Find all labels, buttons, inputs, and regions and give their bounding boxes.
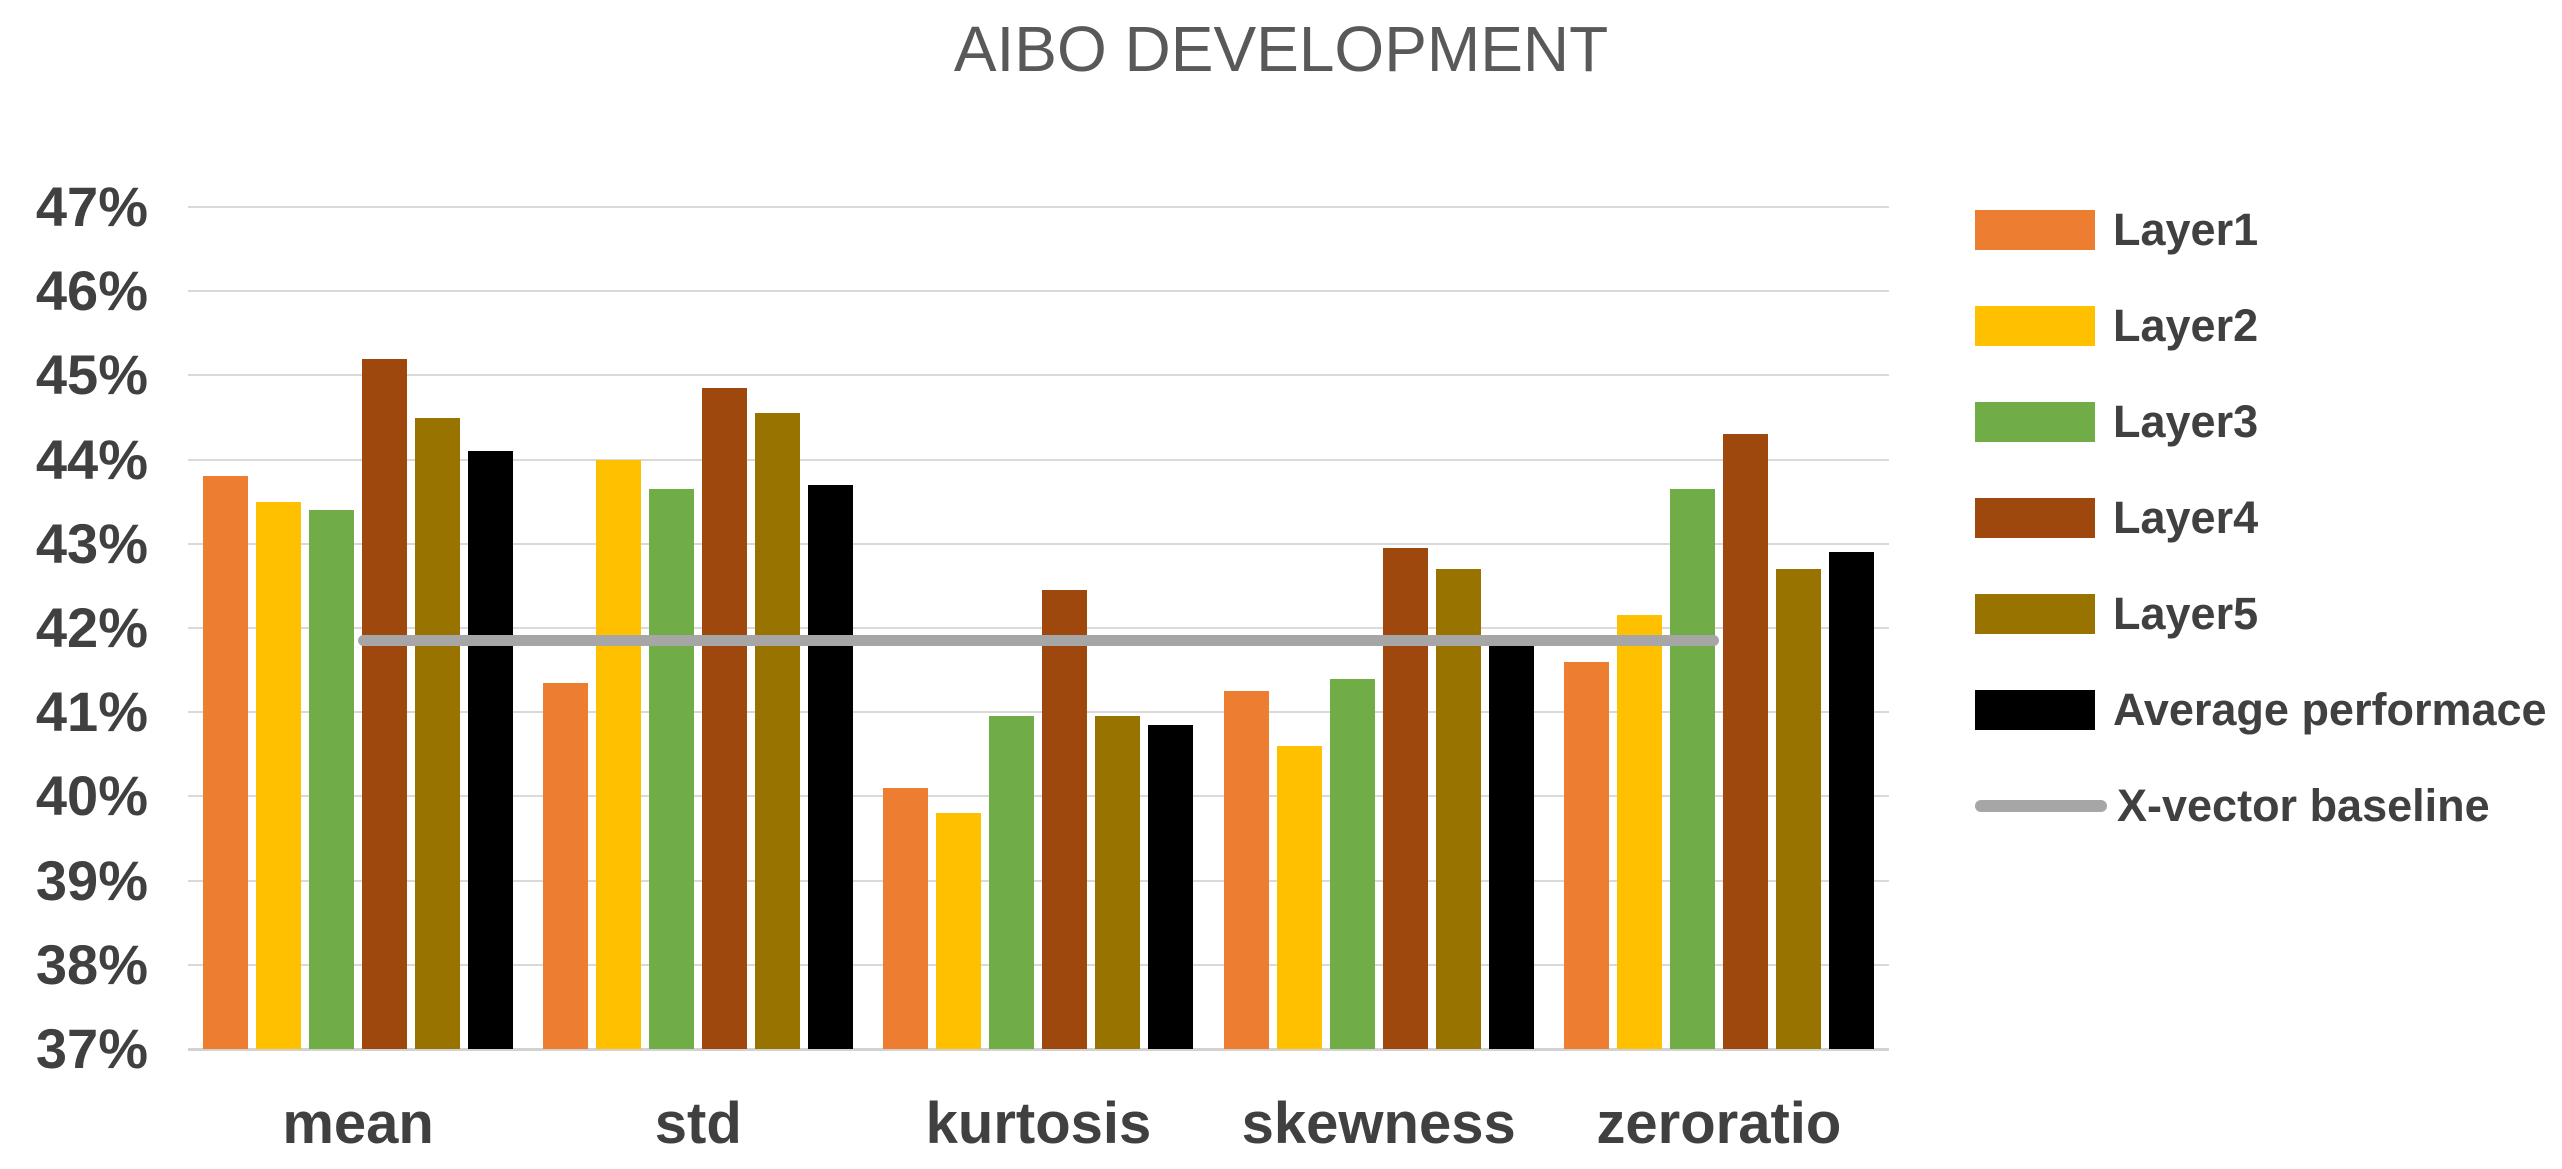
bar-layer4-skewness [1382, 548, 1428, 1049]
gridline [188, 711, 1889, 714]
category-label-mean: mean [282, 1091, 434, 1156]
bar-average-performace-skewness [1488, 644, 1534, 1049]
category-label-kurtosis: kurtosis [925, 1091, 1152, 1156]
bar-layer3-skewness [1329, 678, 1375, 1049]
y-axis-label: 47% [35, 175, 148, 238]
legend-item: Layer4 [1975, 470, 2547, 566]
bar-group-mean [188, 207, 528, 1049]
bar-layer2-mean [256, 501, 302, 1049]
legend-label: Layer4 [2113, 492, 2259, 543]
y-axis-label: 37% [35, 1017, 148, 1080]
bar-layer4-zeroratio [1722, 434, 1768, 1049]
legend-line-swatch [1975, 800, 2107, 812]
legend-swatch [1975, 402, 2095, 442]
chart-title: AIBO DEVELOPMENT [953, 13, 1609, 85]
bar-average-performace-kurtosis [1148, 724, 1194, 1049]
bar-layer3-mean [309, 510, 355, 1049]
bar-group-kurtosis [868, 207, 1208, 1049]
legend-swatch [1975, 690, 2095, 730]
gridline [188, 290, 1889, 293]
legend-label: X-vector baseline [2117, 780, 2490, 831]
bar-layer2-kurtosis [936, 813, 982, 1049]
bar-layer4-mean [362, 358, 408, 1049]
gridline [188, 627, 1889, 629]
bar-layer2-zeroratio [1616, 615, 1662, 1049]
y-axis-label: 38% [35, 932, 148, 996]
bar-layer4-kurtosis [1042, 590, 1088, 1049]
bar-layer1-mean [203, 476, 249, 1049]
y-axis-label: 45% [35, 343, 148, 407]
legend-item: Layer2 [1975, 278, 2547, 374]
bar-layer2-skewness [1276, 745, 1322, 1049]
y-axis-label: 39% [35, 848, 148, 912]
bar-layer3-kurtosis [989, 716, 1035, 1049]
gridline [188, 963, 1889, 966]
bar-layer1-zeroratio [1563, 661, 1609, 1049]
y-axis-label: 44% [35, 427, 148, 491]
bar-layer3-zeroratio [1669, 489, 1715, 1049]
gridline [188, 374, 1889, 377]
gridline [188, 795, 1889, 798]
bar-group-zeroratio [1549, 207, 1889, 1049]
legend-item: Average performace [1975, 662, 2547, 758]
category-label-skewness: skewness [1241, 1091, 1516, 1156]
legend-label: Layer2 [2113, 300, 2259, 351]
gridline [188, 458, 1889, 461]
gridline [188, 879, 1889, 882]
bar-group-skewness [1209, 207, 1549, 1049]
bar-layer1-skewness [1223, 691, 1269, 1049]
y-axis-label: 43% [35, 511, 148, 575]
legend-item: X-vector baseline [1975, 758, 2547, 854]
category-label-std: std [654, 1091, 742, 1156]
y-axis-label: 41% [35, 680, 148, 744]
y-axis-label: 46% [35, 259, 148, 323]
category-label-zeroratio: zeroratio [1596, 1091, 1842, 1156]
bar-layer5-skewness [1435, 569, 1481, 1049]
legend-item: Layer5 [1975, 566, 2547, 662]
legend-swatch [1975, 594, 2095, 634]
bar-layer5-std [755, 413, 801, 1049]
y-axis-label: 42% [35, 596, 148, 659]
bar-layer4-std [702, 388, 748, 1049]
bar-layer5-mean [415, 417, 461, 1049]
legend-item: Layer3 [1975, 374, 2547, 470]
gridline [188, 206, 1889, 208]
gridline [188, 542, 1889, 545]
legend-label: Layer1 [2113, 204, 2259, 255]
bar-average-performace-zeroratio [1828, 552, 1874, 1049]
legend: Layer1 Layer2 Layer3 Layer4 Layer5 Average pe… [1975, 182, 2547, 854]
legend-swatch [1975, 498, 2095, 538]
bar-layer5-zeroratio [1775, 569, 1821, 1049]
legend-label: Layer3 [2113, 396, 2259, 447]
legend-swatch [1975, 306, 2095, 346]
x-axis-line [188, 1048, 1889, 1051]
bar-average-performace-mean [468, 451, 514, 1049]
legend-label: Layer5 [2113, 588, 2259, 639]
legend-label: Average performace [2113, 684, 2547, 735]
legend-item: Layer1 [1975, 182, 2547, 278]
bar-layer5-kurtosis [1095, 716, 1141, 1049]
bar-layer1-std [543, 682, 589, 1049]
plot-area [188, 206, 1889, 1051]
y-axis-label: 40% [35, 764, 148, 828]
bar-group-std [528, 207, 868, 1049]
bar-average-performace-std [808, 484, 854, 1049]
bar-layer3-std [649, 489, 695, 1049]
bar-layer1-kurtosis [883, 787, 929, 1049]
legend-swatch [1975, 210, 2095, 250]
bar-layer2-std [596, 459, 642, 1049]
baseline-line [358, 635, 1719, 647]
